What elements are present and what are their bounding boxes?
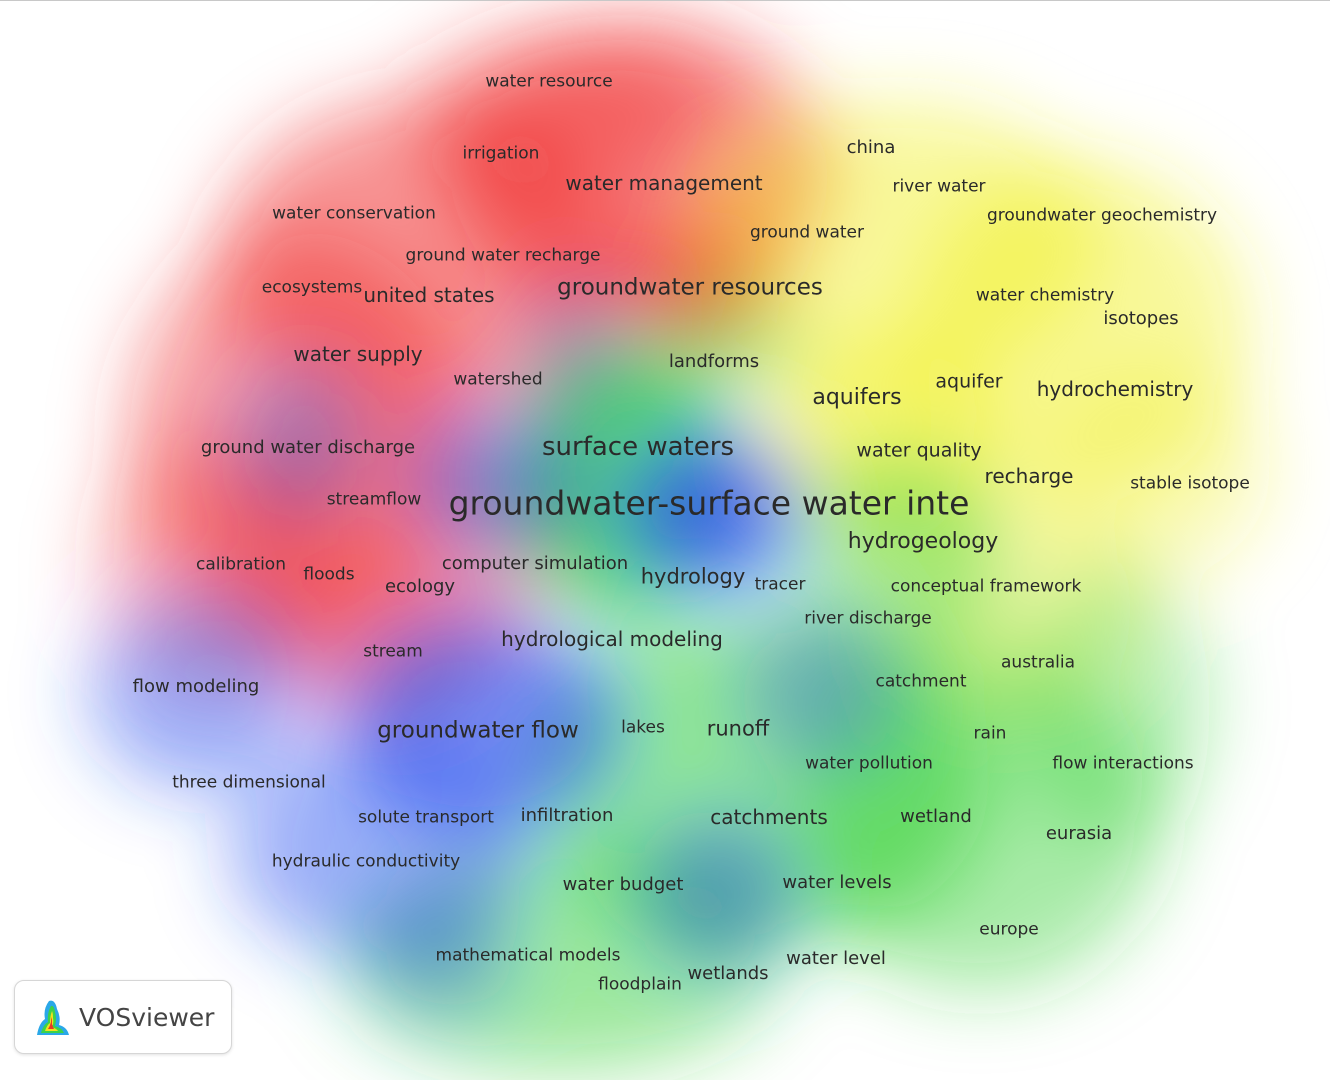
term-label-aquifer[interactable]: aquifer [935,370,1003,393]
term-label-three-dimensional[interactable]: three dimensional [172,772,326,793]
term-label-lakes[interactable]: lakes [621,717,665,738]
term-label-flow-modeling[interactable]: flow modeling [132,676,260,697]
term-label-aquifers[interactable]: aquifers [812,385,902,410]
term-label-catchments[interactable]: catchments [710,805,828,829]
term-label-catchment[interactable]: catchment [875,671,967,692]
blue-cluster-density [640,811,800,971]
term-label-ground-water-recharge[interactable]: ground water recharge [405,245,601,266]
vosviewer-logo-icon [37,1000,69,1035]
term-label-water-supply[interactable]: water supply [293,342,423,366]
blue-cluster-density [520,291,640,411]
term-label-groundwater-resources[interactable]: groundwater resources [557,274,823,301]
term-label-conceptual-framework[interactable]: conceptual framework [890,576,1082,597]
term-label-irrigation[interactable]: irrigation [462,143,540,164]
term-label-tracer[interactable]: tracer [754,574,806,595]
term-label-hydrogeology[interactable]: hydrogeology [847,529,999,554]
term-label-wetland[interactable]: wetland [900,806,972,827]
term-label-groundwater-flow[interactable]: groundwater flow [377,717,579,744]
term-label-solute-transport[interactable]: solute transport [358,807,494,828]
blue-cluster-density [410,401,590,561]
term-label-water-conservation[interactable]: water conservation [272,203,436,224]
term-label-china[interactable]: china [846,137,896,158]
term-label-stream[interactable]: stream [363,641,423,662]
term-label-streamflow[interactable]: streamflow [326,489,422,510]
term-label-water-pollution[interactable]: water pollution [805,753,933,774]
term-label-europe[interactable]: europe [979,919,1039,940]
term-label-water-resource[interactable]: water resource [485,71,613,92]
term-label-calibration[interactable]: calibration [196,554,286,575]
blue-cluster-density [370,901,510,1021]
term-label-mathematical-models[interactable]: mathematical models [435,945,621,966]
term-label-ecosystems[interactable]: ecosystems [261,277,363,298]
term-label-recharge[interactable]: recharge [984,464,1074,488]
term-label-infiltration[interactable]: infiltration [520,805,614,826]
term-label-hydrological-modeling[interactable]: hydrological modeling [501,627,723,651]
term-label-ground-water-discharge[interactable]: ground water discharge [200,437,416,458]
term-label-water-level[interactable]: water level [786,948,886,969]
blue-cluster-density [740,611,900,771]
term-label-flow-interactions[interactable]: flow interactions [1052,753,1194,774]
vosviewer-logo: VOSviewer [14,980,232,1054]
term-label-rain[interactable]: rain [973,723,1007,744]
vosviewer-logo-text: VOSviewer [79,1002,215,1032]
term-label-ground-water[interactable]: ground water [750,222,864,243]
term-label-eurasia[interactable]: eurasia [1045,823,1113,844]
density-blobs [90,21,1270,1071]
term-label-runoff[interactable]: runoff [706,716,770,741]
term-label-stable-isotope[interactable]: stable isotope [1130,473,1250,494]
term-label-gw-sw-interaction[interactable]: groundwater-surface water inte [448,483,970,523]
term-label-australia[interactable]: australia [1001,652,1075,673]
term-label-surface-waters[interactable]: surface waters [542,432,734,462]
term-label-isotopes[interactable]: isotopes [1103,308,1179,329]
term-label-watershed[interactable]: watershed [453,369,543,390]
term-label-groundwater-geochemistry[interactable]: groundwater geochemistry [986,205,1218,226]
term-label-water-chemistry[interactable]: water chemistry [975,285,1115,306]
term-label-water-management[interactable]: water management [565,171,763,195]
term-label-hydrology[interactable]: hydrology [640,564,746,589]
term-label-water-quality[interactable]: water quality [856,439,982,462]
term-label-ecology[interactable]: ecology [384,576,456,597]
term-label-united-states[interactable]: united states [363,283,495,307]
blue-cluster-density [90,591,310,791]
term-label-wetlands[interactable]: wetlands [687,963,769,984]
term-label-computer-simulation[interactable]: computer simulation [441,553,629,574]
term-label-floodplain[interactable]: floodplain [598,974,682,995]
term-label-hydrochemistry[interactable]: hydrochemistry [1036,377,1194,401]
green-cluster-density [640,291,800,411]
term-label-water-budget[interactable]: water budget [562,874,684,895]
green-cluster-density [1010,561,1210,841]
term-label-river-water[interactable]: river water [892,176,986,197]
term-label-river-discharge[interactable]: river discharge [804,608,932,629]
blue-cluster-density [230,361,370,521]
red-cluster-density [410,31,710,191]
term-label-water-levels[interactable]: water levels [782,872,892,893]
term-label-landforms[interactable]: landforms [668,351,760,372]
term-label-hydraulic-conductivity[interactable]: hydraulic conductivity [271,851,461,872]
term-label-floods[interactable]: floods [303,564,355,585]
blue-cluster-density [620,431,800,591]
